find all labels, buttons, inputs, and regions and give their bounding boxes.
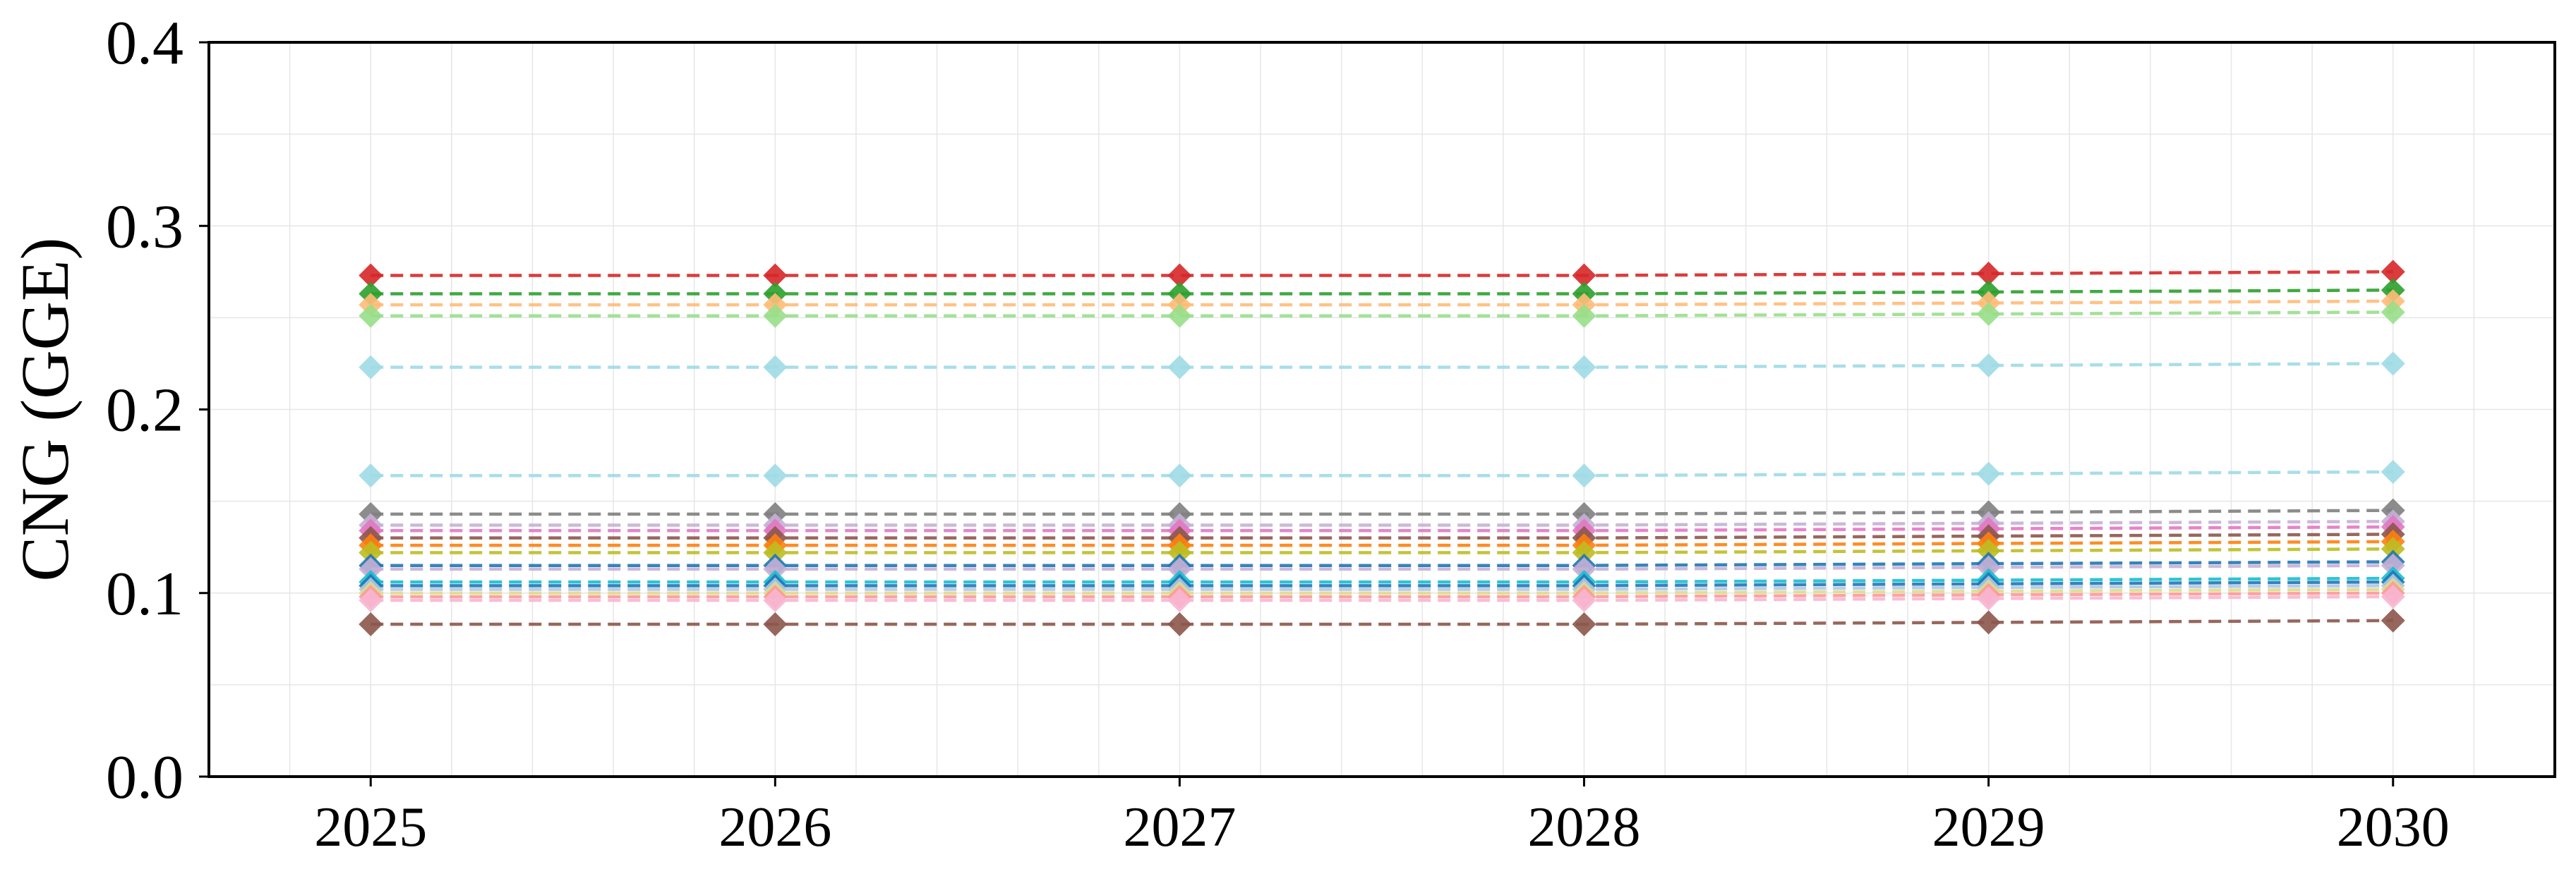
x-tick-label: 2030 bbox=[2337, 796, 2450, 858]
data-point bbox=[1976, 261, 2001, 286]
series-6 bbox=[359, 459, 2405, 488]
data-point bbox=[1572, 588, 1596, 613]
series-line bbox=[371, 288, 2393, 296]
data-point bbox=[1976, 353, 2001, 378]
data-point bbox=[1167, 263, 1192, 288]
series-line bbox=[371, 580, 2393, 588]
y-tick-label: 0.0 bbox=[106, 743, 183, 812]
data-point bbox=[2381, 351, 2405, 376]
data-point bbox=[359, 463, 383, 488]
y-axis-title: CNG (GGE) bbox=[7, 238, 83, 582]
data-point bbox=[1976, 302, 2001, 327]
series-1 bbox=[359, 260, 2405, 288]
data-point bbox=[1976, 555, 2001, 580]
series-group bbox=[359, 260, 2405, 636]
data-point bbox=[1572, 355, 1596, 379]
series-line bbox=[371, 540, 2393, 547]
data-point bbox=[1976, 461, 2001, 486]
series-line bbox=[371, 560, 2393, 567]
data-point bbox=[359, 588, 383, 613]
series-line bbox=[371, 619, 2393, 626]
y-tick-label: 0.1 bbox=[106, 560, 183, 628]
data-point bbox=[2381, 584, 2405, 609]
data-point bbox=[1572, 303, 1596, 328]
data-point bbox=[2381, 553, 2405, 578]
x-tick-label: 2026 bbox=[718, 796, 831, 858]
data-point bbox=[1572, 463, 1596, 488]
x-tick-label: 2027 bbox=[1123, 796, 1236, 858]
data-point bbox=[763, 355, 788, 379]
x-tick-label: 2029 bbox=[1932, 796, 2045, 858]
series-21 bbox=[359, 608, 2405, 636]
series-line bbox=[371, 520, 2393, 527]
axes: 2025 2026 2027 2028 2029 2030 0.0 0.1 0.2 0.3 0.4 bbox=[106, 9, 2450, 858]
series-4 bbox=[359, 300, 2405, 328]
data-point bbox=[1572, 540, 1596, 565]
x-tick-label: 2025 bbox=[314, 796, 427, 858]
data-point bbox=[2381, 300, 2405, 324]
data-point bbox=[763, 557, 788, 581]
series-line bbox=[371, 576, 2393, 584]
series-14 bbox=[359, 553, 2405, 581]
data-point bbox=[1572, 612, 1596, 636]
series-line bbox=[371, 299, 2393, 307]
series-line bbox=[371, 470, 2393, 478]
series-line bbox=[371, 595, 2393, 602]
series-12 bbox=[359, 537, 2405, 565]
series-line bbox=[371, 588, 2393, 595]
data-point bbox=[359, 303, 383, 328]
series-line bbox=[371, 533, 2393, 540]
data-point bbox=[1167, 355, 1192, 379]
data-point bbox=[359, 612, 383, 636]
y-tick-label: 0.2 bbox=[106, 377, 183, 445]
data-point bbox=[2381, 537, 2405, 561]
data-point bbox=[763, 463, 788, 488]
y-tick-label: 0.4 bbox=[106, 9, 183, 78]
series-line bbox=[371, 547, 2393, 554]
data-point bbox=[1167, 303, 1192, 328]
data-point bbox=[1167, 540, 1192, 565]
series-20 bbox=[359, 584, 2405, 613]
data-point bbox=[763, 612, 788, 636]
data-point bbox=[1167, 557, 1192, 581]
data-point bbox=[763, 263, 788, 288]
data-point bbox=[1167, 463, 1192, 488]
data-point bbox=[763, 303, 788, 328]
series-line bbox=[371, 525, 2393, 533]
data-point bbox=[2381, 608, 2405, 633]
data-point bbox=[763, 588, 788, 613]
data-point bbox=[1976, 538, 2001, 563]
data-point bbox=[1167, 588, 1192, 613]
series-line bbox=[371, 564, 2393, 571]
data-point bbox=[1167, 612, 1192, 636]
data-point bbox=[359, 557, 383, 581]
data-point bbox=[1976, 610, 2001, 635]
data-point bbox=[2381, 260, 2405, 284]
x-tick-label: 2028 bbox=[1528, 796, 1641, 858]
series-line bbox=[371, 310, 2393, 318]
data-point bbox=[2381, 459, 2405, 484]
data-point bbox=[763, 540, 788, 565]
y-tick-label: 0.3 bbox=[106, 193, 183, 261]
series-line bbox=[371, 362, 2393, 369]
data-point bbox=[359, 355, 383, 379]
series-line bbox=[371, 591, 2393, 599]
series-5 bbox=[359, 351, 2405, 379]
data-point bbox=[1976, 586, 2001, 611]
data-point bbox=[359, 263, 383, 288]
data-point bbox=[1572, 263, 1596, 288]
data-point bbox=[1572, 557, 1596, 581]
data-point bbox=[359, 540, 383, 565]
series-line bbox=[371, 270, 2393, 277]
series-line bbox=[371, 584, 2393, 591]
series-line bbox=[371, 509, 2393, 516]
